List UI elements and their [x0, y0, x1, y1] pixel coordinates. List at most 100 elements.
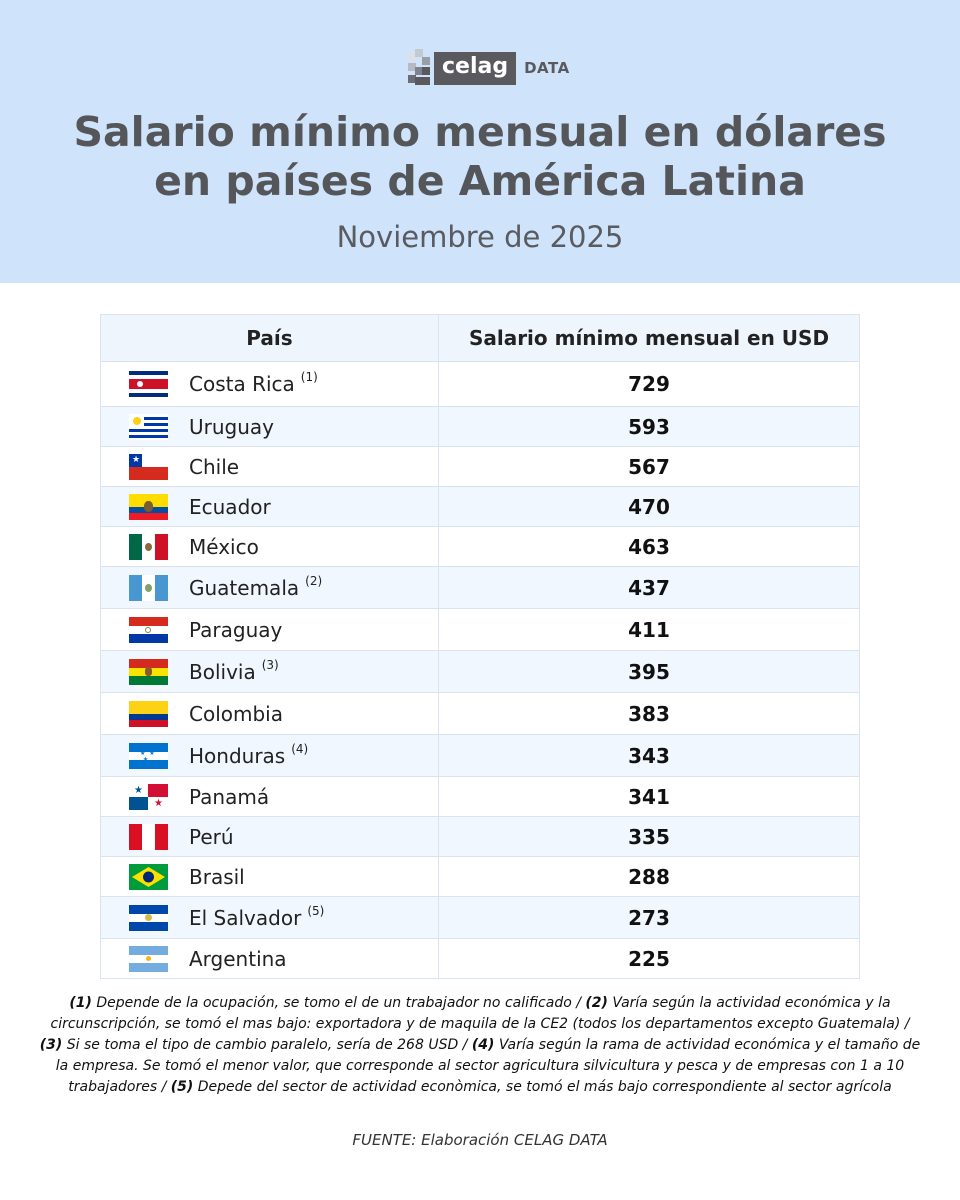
wage-value: 567	[438, 446, 860, 487]
country-cell: Colombia	[100, 692, 439, 735]
table-row: México 463	[100, 526, 860, 567]
country-name: Chile	[189, 454, 240, 479]
country-name: Ecuador	[189, 494, 271, 519]
peru-flag-icon	[129, 823, 168, 850]
country-name: México	[189, 534, 259, 559]
celag-data-logo: celag DATA	[408, 48, 570, 88]
source-credit: FUENTE: Elaboración CELAG DATA	[352, 1131, 608, 1149]
country-cell: Bolivia (3)	[100, 650, 439, 693]
argentina-flag-icon	[129, 945, 168, 972]
ecuador-flag-icon	[129, 493, 168, 520]
country-cell: Brasil	[100, 856, 439, 897]
footnote-mark-4: (4)	[471, 1037, 495, 1053]
table-row: Colombia 383	[100, 692, 860, 735]
wage-value: 288	[438, 856, 860, 897]
footnote-text-3: Si se toma el tipo de cambio paralelo, s…	[62, 1037, 472, 1053]
wage-value: 593	[438, 406, 860, 447]
country-cell: Argentina	[100, 938, 439, 979]
wage-value: 411	[438, 608, 860, 651]
country-name: Guatemala	[189, 575, 300, 600]
wage-value: 383	[438, 692, 860, 735]
panama-flag-icon: ★ ★	[129, 783, 168, 810]
country-name: Colombia	[189, 701, 283, 726]
footnote-text-4: Varía según la rama de actividad económi…	[55, 1037, 921, 1095]
table-row: El Salvador (5) 273	[100, 896, 860, 939]
country-cell: Guatemala (2)	[100, 566, 439, 609]
footnote-ref: (4)	[291, 741, 309, 756]
honduras-flag-icon: ★ ★ ★ ★ ★	[129, 742, 168, 769]
uruguay-flag-icon	[129, 413, 168, 440]
colombia-flag-icon	[129, 700, 168, 727]
country-cell: Paraguay	[100, 608, 439, 651]
footnote-mark-3: (3)	[39, 1037, 63, 1053]
footnote-ref: (1)	[300, 370, 318, 384]
footnote-text-1: Depende de la ocupación, se tomo el de u…	[91, 995, 586, 1011]
footnote-mark-1: (1)	[69, 995, 92, 1011]
table-row: ★ ★ Panamá 341	[100, 776, 860, 817]
wage-value: 273	[438, 896, 860, 939]
country-name: El Salvador	[189, 905, 302, 930]
el-salvador-flag-icon	[129, 904, 168, 931]
pixel-mosaic-icon	[408, 49, 430, 87]
country-cell: México	[100, 526, 439, 567]
logo-suffix-text: DATA	[524, 59, 570, 77]
wage-value: 335	[438, 816, 860, 857]
country-name: Argentina	[189, 946, 287, 971]
table-header-row: País Salario mínimo mensual en USD	[100, 314, 860, 362]
table-row: Costa Rica (1) 729	[100, 361, 860, 407]
country-name: Costa Rica	[189, 372, 295, 396]
page-title: Salario mínimo mensual en dólares en paí…	[0, 108, 960, 206]
page-subtitle: Noviembre de 2025	[336, 220, 624, 254]
country-name: Panamá	[189, 784, 270, 809]
country-name: Bolivia	[189, 659, 256, 684]
country-name: Brasil	[189, 864, 245, 889]
country-name: Perú	[189, 824, 234, 849]
country-name: Uruguay	[189, 414, 274, 439]
brazil-flag-icon	[129, 863, 168, 890]
table-row: Bolivia (3) 395	[100, 650, 860, 693]
footnote-text-5: Depede del sector de actividad econòmica…	[193, 1079, 892, 1095]
table-row: Guatemala (2) 437	[100, 566, 860, 609]
wage-value: 437	[438, 566, 860, 609]
title-line-1: Salario mínimo mensual en dólares	[73, 108, 887, 156]
country-name: Paraguay	[189, 617, 283, 642]
country-cell: El Salvador (5)	[100, 896, 439, 939]
country-name: Honduras	[189, 743, 286, 768]
country-cell: ★ ★ Panamá	[100, 776, 439, 817]
paraguay-flag-icon	[129, 616, 168, 643]
footnote-ref: (3)	[261, 657, 279, 672]
country-cell: Costa Rica (1)	[100, 361, 439, 407]
footnote-ref: (5)	[307, 903, 325, 918]
logo-brand-text: celag	[434, 51, 517, 85]
footnote-mark-5: (5)	[170, 1079, 194, 1095]
footnote-mark-2: (2)	[585, 995, 608, 1011]
wage-value: 343	[438, 734, 860, 777]
table-row: Paraguay 411	[100, 608, 860, 651]
country-cell: Perú	[100, 816, 439, 857]
wage-value: 395	[438, 650, 860, 693]
wage-value: 225	[438, 938, 860, 979]
bolivia-flag-icon	[129, 658, 168, 685]
country-cell: ★ ★ ★ ★ ★ Honduras (4)	[100, 734, 439, 777]
chile-flag-icon: ★	[129, 453, 168, 480]
table-row: Argentina 225	[100, 938, 860, 979]
minimum-wage-table: País Salario mínimo mensual en USD Costa…	[100, 314, 860, 979]
costa-rica-flag-icon	[129, 371, 168, 397]
table-row: Perú 335	[100, 816, 860, 857]
table-row: Brasil 288	[100, 856, 860, 897]
title-line-2: en países de América Latina	[154, 157, 806, 205]
table-row: ★ ★ ★ ★ ★ Honduras (4) 343	[100, 734, 860, 777]
footnote-ref: (2)	[305, 573, 323, 588]
wage-value: 463	[438, 526, 860, 567]
guatemala-flag-icon	[129, 574, 168, 601]
column-header-wage: Salario mínimo mensual en USD	[438, 314, 860, 362]
column-header-country: País	[100, 314, 439, 362]
table-row: ★ Chile 567	[100, 446, 860, 487]
mexico-flag-icon	[129, 533, 168, 560]
wage-value: 470	[438, 486, 860, 527]
footnote-text-2: Varía según la actividad económica y la …	[50, 995, 910, 1032]
table-row: Uruguay 593	[100, 406, 860, 447]
footnotes: (1) Depende de la ocupación, se tomo el …	[38, 993, 922, 1098]
country-cell: ★ Chile	[100, 446, 439, 487]
country-cell: Ecuador	[100, 486, 439, 527]
